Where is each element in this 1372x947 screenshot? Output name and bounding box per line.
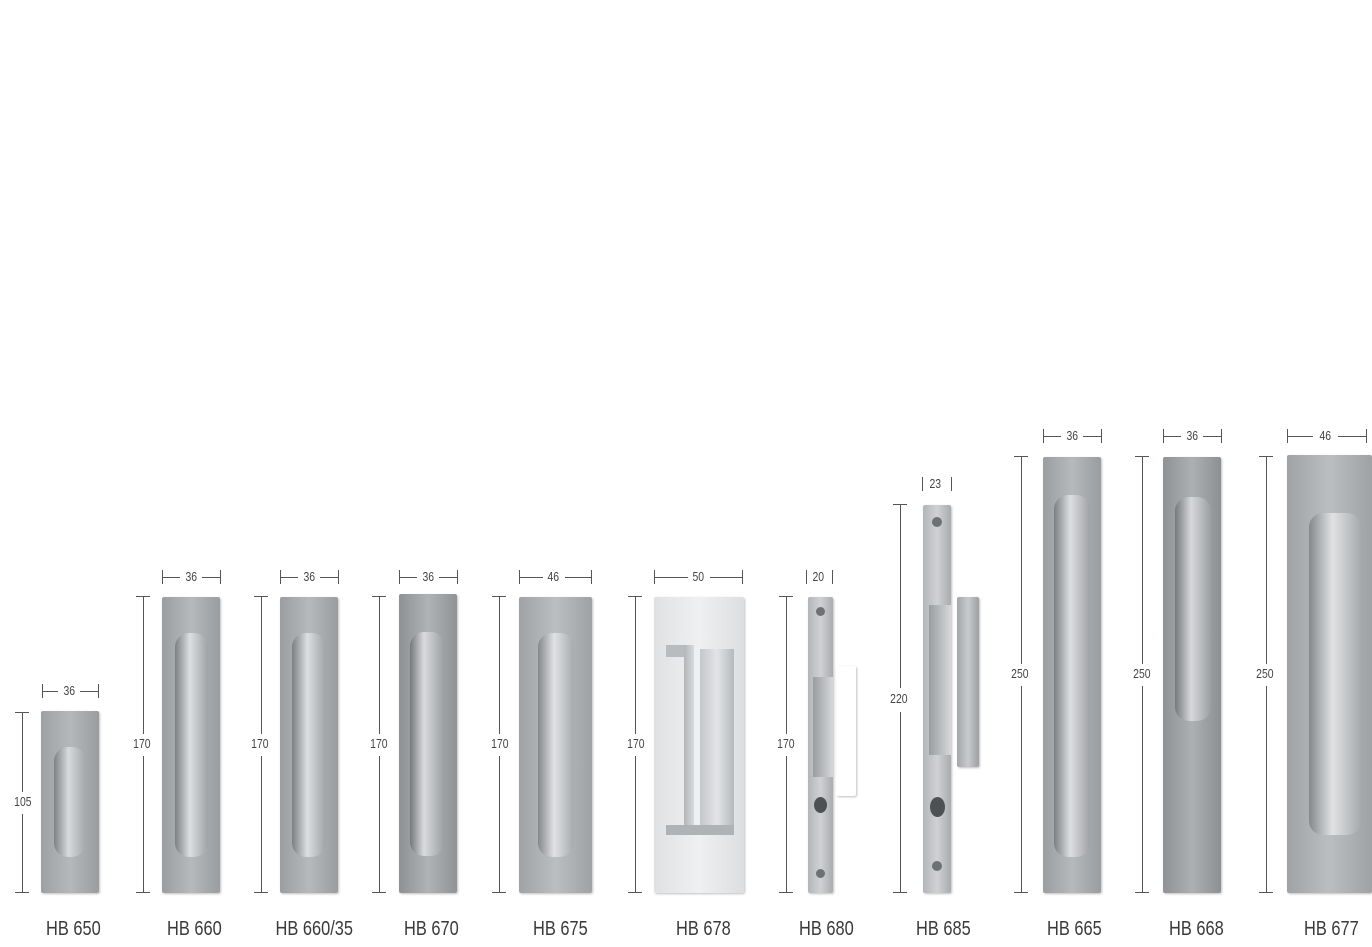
product-name: HB 665 <box>1047 918 1102 940</box>
height-label: 170 <box>777 736 795 751</box>
width-label: 23 <box>929 476 942 491</box>
product-name: HB 680 <box>799 918 854 940</box>
width-label: 36 <box>1186 428 1199 443</box>
width-label: 36 <box>303 569 316 584</box>
product-name: HB 660/35 <box>275 918 354 940</box>
handle-plate <box>1287 455 1372 893</box>
product-name: HB 668 <box>1169 918 1224 940</box>
height-label: 170 <box>251 736 269 751</box>
width-label: 46 <box>547 569 560 584</box>
width-label: 50 <box>692 569 705 584</box>
product-name: HB 678 <box>676 918 731 940</box>
height-label: 250 <box>1133 666 1151 681</box>
height-label: 220 <box>890 691 908 706</box>
lock-plate <box>923 505 951 893</box>
handle-plate <box>162 597 220 893</box>
handle-plate <box>1043 457 1101 893</box>
handle-plate <box>399 594 457 893</box>
pull-tab <box>836 666 856 796</box>
handle-plate <box>41 711 99 893</box>
width-label: 36 <box>1066 428 1079 443</box>
height-label: 170 <box>627 736 645 751</box>
width-label: 46 <box>1319 428 1332 443</box>
width-label: 36 <box>422 569 435 584</box>
height-label: 250 <box>1011 666 1029 681</box>
product-name: HB 677 <box>1304 918 1359 940</box>
height-label: 105 <box>14 794 32 809</box>
lock-plate <box>808 597 833 893</box>
height-label: 250 <box>1256 666 1274 681</box>
height-label: 170 <box>370 736 388 751</box>
product-name: HB 650 <box>46 918 101 940</box>
width-label: 36 <box>63 683 76 698</box>
pull-tab <box>957 597 979 767</box>
handle-plate <box>519 597 592 893</box>
handle-plate <box>1163 457 1221 893</box>
product-name: HB 675 <box>533 918 588 940</box>
height-label: 170 <box>133 736 151 751</box>
width-label: 36 <box>185 569 198 584</box>
width-label: 20 <box>812 569 825 584</box>
product-name: HB 660 <box>167 918 222 940</box>
height-label: 170 <box>491 736 509 751</box>
product-name: HB 685 <box>916 918 971 940</box>
product-name: HB 670 <box>404 918 459 940</box>
handle-plate <box>280 597 338 893</box>
handle-plate <box>654 597 744 893</box>
